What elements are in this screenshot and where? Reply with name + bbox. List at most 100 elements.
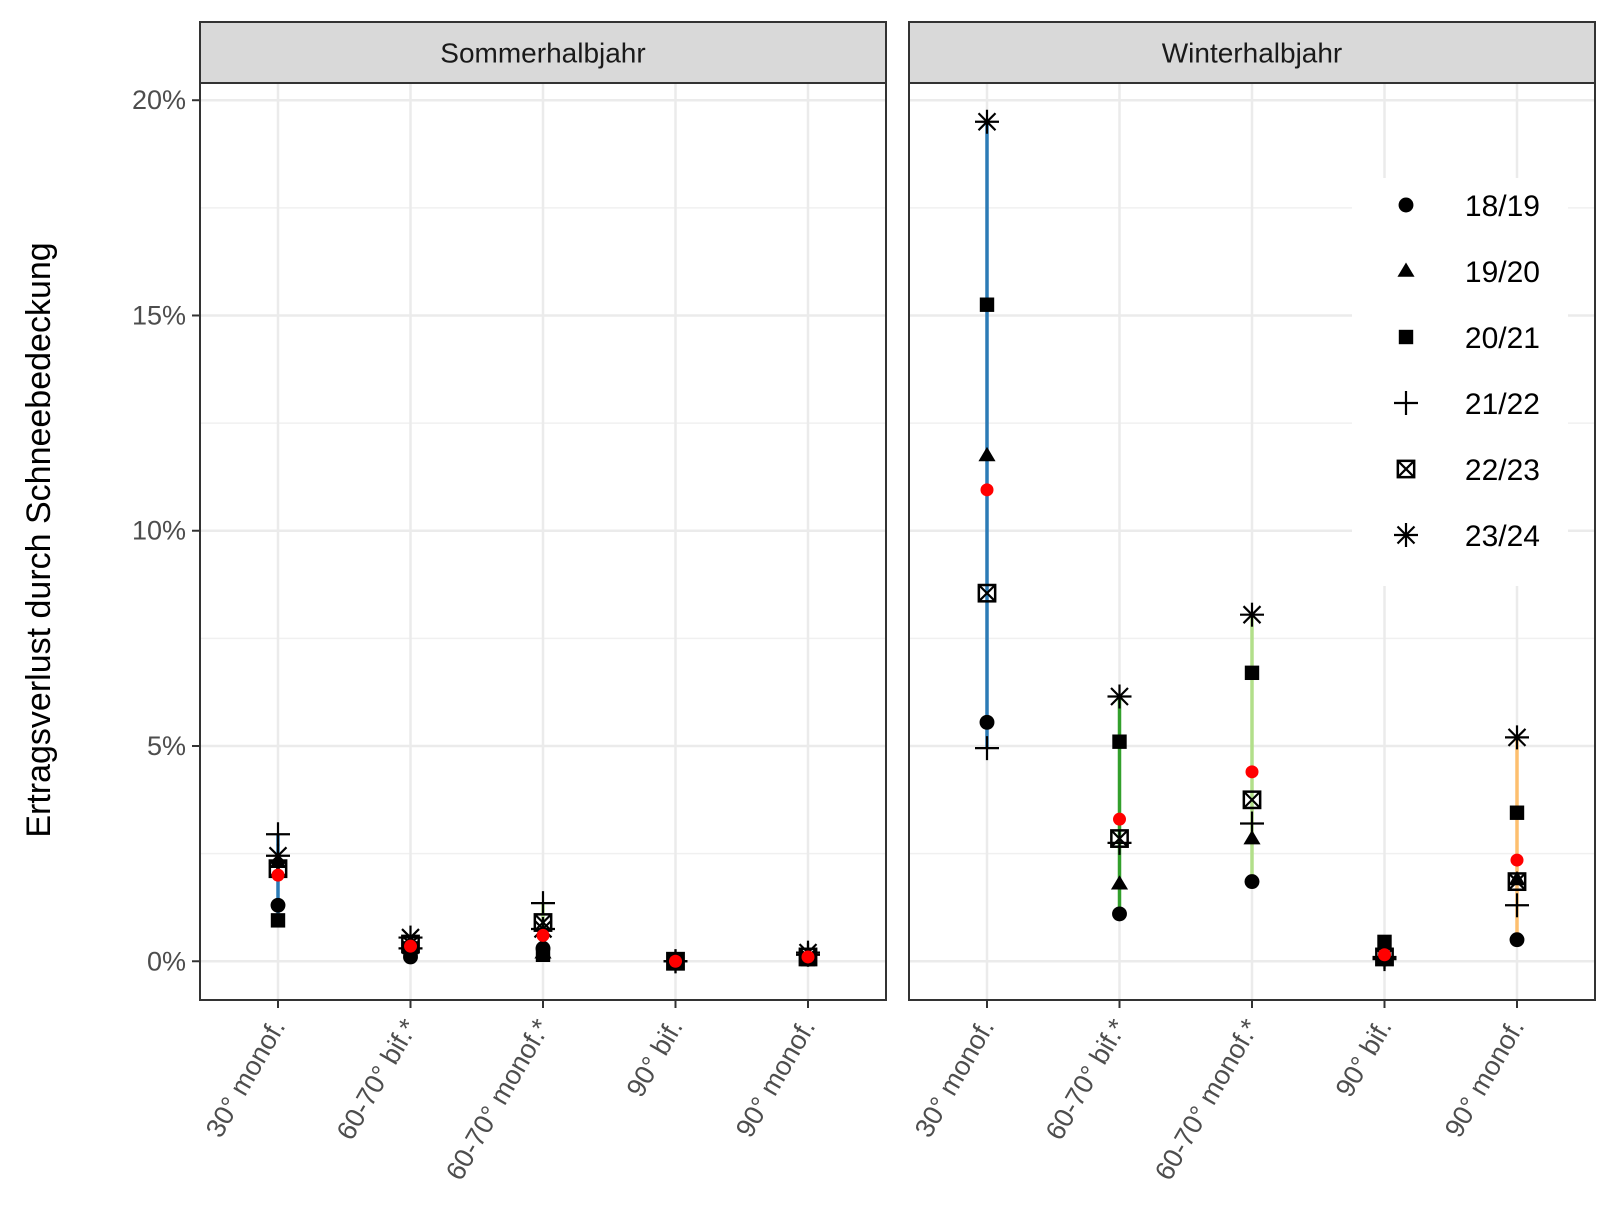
- point-23-24-ray-3: [1110, 687, 1129, 706]
- point-20-21-shape: [535, 947, 551, 962]
- point-19-20: [1243, 830, 1261, 845]
- panel-sommerhalbjahr-category-90-monof: [796, 940, 820, 967]
- panel-sommerhalbjahr-category-60-70-monof: [531, 891, 555, 962]
- legend-key-22-23-box: [1396, 459, 1416, 479]
- legend-label: 23/24: [1465, 520, 1540, 553]
- point-22-23: [1242, 790, 1262, 810]
- point-20-21-shape: [1244, 665, 1260, 681]
- point-18-19: [1112, 906, 1127, 922]
- legend-label: 21/22: [1465, 388, 1540, 421]
- legend-key-18-19-shape: [1398, 197, 1414, 213]
- legend-item-19-20: 19/20: [1397, 256, 1540, 289]
- legend-label: 22/23: [1465, 454, 1540, 487]
- legend-label: 19/20: [1465, 256, 1540, 289]
- panel-sommerhalbjahr-category-60-70-bif: [398, 925, 423, 965]
- y-tick-label: 5%: [147, 731, 186, 761]
- mean-point: [669, 954, 682, 968]
- point-21-22: [531, 891, 555, 916]
- mean-point: [536, 928, 550, 942]
- panel-winterhalbjahr-category-90-bif: [1372, 934, 1397, 972]
- point-22-23-diag2: [1508, 872, 1526, 891]
- point-23-24-ray-3: [977, 112, 997, 132]
- point-18-19: [270, 897, 286, 913]
- point-22-23-diag2: [1110, 829, 1129, 848]
- mean-point: [1113, 812, 1126, 826]
- panel-winterhalbjahr-category-60-70-bif: [1107, 684, 1132, 922]
- point-20-21-shape: [1377, 934, 1392, 950]
- point-22-23: [977, 583, 997, 603]
- panel-winterhalbjahr-strip: [908, 21, 1596, 84]
- point-23-24-ray-3: [1242, 605, 1262, 624]
- panel-winterhalbjahr-category-60-70-monof: [1240, 602, 1264, 890]
- point-22-23-box: [977, 583, 997, 603]
- mean-point: [980, 483, 994, 497]
- point-21-22: [1505, 893, 1529, 918]
- legend-item-18-19: 18/19: [1398, 190, 1540, 223]
- legend-label: 20/21: [1465, 322, 1540, 355]
- mean-point: [801, 950, 815, 964]
- point-19-20-shape: [1508, 870, 1526, 886]
- point-22-23: [1110, 829, 1129, 848]
- point-18-19-shape: [979, 714, 995, 730]
- point-18-19: [1244, 874, 1260, 890]
- point-18-19-shape: [1509, 932, 1525, 948]
- panel-winterhalbjahr-category-90-monof: [1505, 725, 1529, 948]
- point-19-20-shape: [1110, 875, 1129, 890]
- point-20-21-shape: [1509, 805, 1525, 820]
- point-23-24: [1107, 684, 1132, 709]
- point-20-21: [979, 297, 995, 312]
- point-20-21: [270, 913, 286, 928]
- mean-point: [1245, 765, 1259, 779]
- point-21-22: [975, 736, 999, 761]
- point-19-20: [1508, 870, 1526, 886]
- point-20-21: [1112, 734, 1127, 749]
- legend-key-23-24-ray-3: [1396, 525, 1416, 545]
- point-23-24-ray-3: [268, 846, 288, 866]
- point-20-21: [1509, 805, 1525, 820]
- point-20-21-shape: [979, 297, 995, 312]
- mean-point: [1378, 948, 1391, 962]
- legend-item-21-22: 21/22: [1394, 388, 1540, 421]
- legend-item-22-23: 22/23: [1396, 454, 1540, 487]
- point-20-21-shape: [270, 913, 286, 928]
- legend-key-23-24: [1394, 523, 1418, 547]
- panel-sommerhalbjahr-category-30-monof: [266, 822, 290, 928]
- point-18-19-shape: [270, 897, 286, 913]
- point-21-22: [266, 822, 290, 847]
- legend-item-20-21: 20/21: [1398, 322, 1540, 355]
- point-23-24-ray-3: [1507, 728, 1527, 747]
- legend-key-21-22: [1394, 391, 1418, 415]
- y-tick-label: 0%: [147, 946, 186, 976]
- point-23-24: [975, 109, 999, 134]
- panel-winterhalbjahr-title: Winterhalbjahr: [1162, 38, 1343, 69]
- point-20-21: [1377, 934, 1392, 950]
- point-18-19: [979, 714, 995, 730]
- point-19-20: [1110, 875, 1129, 890]
- mean-point: [1510, 853, 1524, 867]
- point-19-20-shape: [1243, 830, 1261, 845]
- point-22-23-box: [1110, 829, 1129, 848]
- legend-key-22-23-diag2: [1397, 460, 1415, 478]
- point-18-19-shape: [1112, 906, 1127, 922]
- y-tick-label: 20%: [132, 85, 186, 115]
- legend-key-20-21: [1398, 329, 1414, 345]
- point-20-21: [1244, 665, 1260, 681]
- legend: 18/19 19/20 20/21 21/22 22/23 23/24: [1352, 178, 1568, 586]
- y-tick-label: 10%: [132, 516, 186, 546]
- point-18-19: [1509, 932, 1525, 948]
- legend-key-19-20-shape: [1397, 262, 1415, 277]
- point-18-19-shape: [1244, 874, 1260, 890]
- point-19-20-shape: [978, 446, 996, 462]
- point-22-23-diag2: [978, 584, 996, 603]
- point-23-24: [1240, 602, 1264, 627]
- legend-key-22-23: [1396, 459, 1416, 479]
- point-21-22: [1240, 811, 1264, 836]
- panel-sommerhalbjahr-category-90-bif: [663, 949, 688, 974]
- point-20-21: [535, 947, 551, 962]
- point-22-23-box: [1242, 790, 1262, 810]
- point-22-23-box: [1507, 872, 1527, 892]
- point-23-24: [266, 843, 290, 868]
- legend-key-20-21-shape: [1398, 329, 1414, 345]
- panel-sommerhalbjahr-title: Sommerhalbjahr: [440, 38, 645, 69]
